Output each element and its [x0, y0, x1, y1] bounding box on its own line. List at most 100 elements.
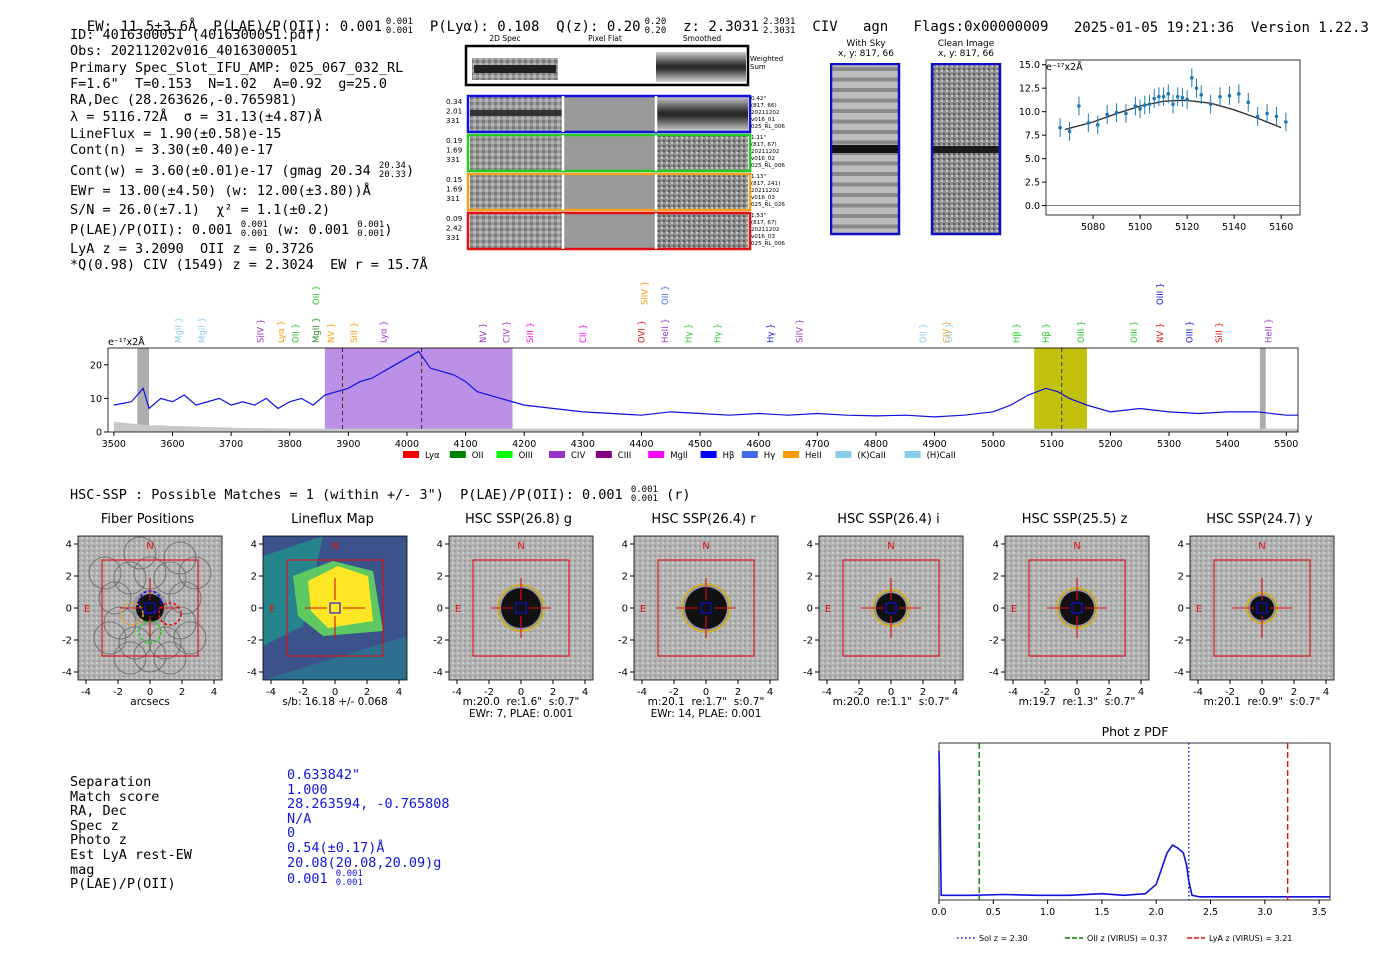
emission-line-label: MgII } — [198, 317, 208, 343]
photz-xtick-label: 2.5 — [1203, 907, 1218, 918]
spectrum-legend-label: Lyα — [425, 451, 440, 461]
east-label: E — [1196, 604, 1202, 615]
center-box — [329, 602, 341, 614]
panel-ytick-label: -4 — [803, 668, 813, 679]
emission-line-label: OII } — [312, 285, 322, 305]
zoom-data-point — [1190, 76, 1194, 80]
search-box — [842, 559, 940, 657]
panel-ytick-label: 0 — [807, 604, 813, 615]
spectrum-xtick-label: 5000 — [981, 439, 1005, 450]
match-label-separation: Separation — [70, 774, 152, 790]
header-bar: EW: 11.5±3.6Å P(LAE)/P(OII): 0.001 0.001 0… — [70, 2, 1049, 36]
panel-ytick-label: 2 — [66, 572, 72, 583]
panel-xtick-label: -4 — [81, 687, 91, 698]
meta-radec: RA,Dec (28.263626,-0.765981) — [70, 92, 298, 109]
zoom-ytick-label: 10.0 — [1019, 107, 1040, 118]
source-core — [1060, 591, 1094, 625]
spectrum-noise — [113, 421, 1299, 432]
emission-line-label: NV } — [1156, 323, 1166, 343]
zoom-data-point — [1194, 86, 1199, 90]
center-box — [885, 602, 897, 614]
zoom-data-point — [1142, 103, 1147, 107]
detection-metadata: ID: 4016300051 (4016300051.pdf) Obs: 202… — [70, 27, 428, 274]
zoom-ytick-label: 0.0 — [1025, 201, 1040, 212]
sky-cutouts — [830, 63, 1002, 236]
meta-plae-b-sup: 0.001 — [357, 219, 385, 230]
image-panel: Fiber Positions N E -4 -4 -2 -2 0 0 2 2 4 4 arcsecs — [50, 512, 223, 727]
spectrum-legend-label: HeII — [805, 451, 822, 461]
emission-line-label: SiII } — [350, 322, 360, 343]
image-panel: Lineflux Map N E -4 -4 -2 -2 0 0 2 2 4 4 s/b: 16.18 +… — [235, 512, 408, 727]
spectrum-legend-label: CIV — [571, 451, 585, 461]
photz-pdf-chart: Phot z PDF 0.0 0.5 1.0 1.5 2.0 2.5 3.0 3.5 Sol z… — [931, 724, 1331, 943]
panel-xtick-label: 4 — [767, 687, 773, 698]
image-panel: HSC SSP(24.7) y N E -4 -4 -2 -2 0 0 2 2 4 4 m:20.1 re… — [1162, 512, 1335, 727]
spectrum-legend-label: CIII — [618, 451, 631, 461]
image-panel: HSC SSP(25.5) z N E -4 -4 -2 -2 0 0 2 2 4 4 m:19.7 re… — [977, 512, 1150, 727]
panel-ytick-label: 0 — [622, 604, 628, 615]
panel-xtick-label: -4 — [266, 687, 276, 698]
panel-ytick-label: -4 — [247, 668, 257, 679]
spectrum-legend-swatch — [835, 451, 852, 458]
panel-xtick-label: 0 — [1259, 687, 1265, 698]
zoom-data-point — [1105, 112, 1109, 117]
emission-line-label: CIV } — [503, 321, 513, 343]
cutout-row-frame — [466, 133, 752, 173]
match-label-specz: Spec z — [70, 817, 119, 834]
east-label: E — [825, 604, 831, 615]
spectrum-xtick-label: 4400 — [629, 439, 653, 450]
zoom-xtick-label: 5140 — [1222, 222, 1246, 233]
spectrum-legend-label: (K)CaII — [857, 451, 885, 461]
panel-ytick-label: -4 — [618, 668, 628, 679]
cutout-col-2dspec: 2D Spec — [489, 34, 520, 43]
match-value-plae-row: 0.001 0.001 0.001 — [287, 870, 450, 888]
meta-lambda: λ = 5116.72Å σ = 31.13(±4.87)Å — [70, 109, 322, 126]
image-panel-caption: s/b: 16.18 +/- 0.068 — [263, 696, 407, 708]
fiber-circle — [113, 641, 147, 675]
image-panel-plot: N E -4 -4 -2 -2 0 0 2 2 4 4 — [62, 535, 223, 698]
panel-xtick-label: -2 — [298, 687, 308, 698]
panel-ytick-label: 4 — [251, 540, 257, 551]
weighted-sum-label: Weighted Sum — [750, 55, 783, 71]
photz-title: Phot z PDF — [1102, 724, 1169, 739]
zoom-data-point — [1152, 96, 1156, 101]
image-panel-plot: N E -4 -4 -2 -2 0 0 2 2 4 4 — [803, 535, 964, 698]
header-right: 2025-01-05 19:21:36 Version 1.22.3 — [1057, 4, 1369, 36]
header-qz-sub: 0.20 — [644, 26, 667, 36]
header-civ: CIV — [812, 19, 838, 35]
panel-ytick-label: -4 — [989, 668, 999, 679]
cutout-col-pixelflat: Pixel Flat — [588, 34, 622, 43]
match-label-mag: mag — [70, 861, 95, 878]
meta-primary: Primary Spec_Slot_IFU_AMP: 025_067_032_R… — [70, 59, 404, 76]
spectrum-axes-frame — [107, 347, 1299, 433]
fiber-circle — [153, 641, 187, 675]
cutout-row: 0.09 2.42 331 1.53" (817, 67) 20211202 v016_03… — [446, 211, 785, 251]
match-plae-sub: 0.001 — [335, 878, 363, 889]
panel-xtick-label: -2 — [484, 687, 494, 698]
spectrum-legend-label: (H)CaII — [927, 451, 956, 461]
spectrum-legend-label: Hγ — [764, 451, 775, 461]
panel-ytick-label: 0 — [66, 604, 72, 615]
emission-line-label: OIII } — [1156, 283, 1166, 305]
clean-image-label: Clean Image — [937, 39, 995, 49]
spectrum-legend-swatch — [595, 451, 612, 458]
spectrum-xtick-label: 5500 — [1274, 439, 1298, 450]
cutout-row: 0.15 1.69 311 1.13" (817, 241) 20211202 v016_0… — [446, 172, 785, 212]
emission-line-label: Hγ } — [684, 323, 694, 343]
cutout-row: 0.34 2.01 331 0.42" (817, 66) 20211202 v016_01… — [446, 94, 785, 134]
image-panel-title: HSC SSP(24.7) y — [1206, 512, 1313, 527]
match-value-mag: 20.08(20.08,20.09)g — [287, 854, 442, 871]
image-panel-plot: N E -4 -4 -2 -2 0 0 2 2 4 4 — [433, 535, 594, 698]
spectrum-line — [113, 350, 1298, 418]
with-sky-title: With Sky x, y: 817, 66 — [830, 39, 902, 59]
match-label-plae: P(LAE)/P(OII) — [70, 876, 176, 893]
meta-plae-a: P(LAE)/P(OII): 0.001 — [70, 221, 233, 238]
spectrum-xtick-label: 3600 — [160, 439, 184, 450]
panel-xtick-label: 0 — [147, 687, 153, 698]
zoom-data-point — [1161, 94, 1166, 99]
emission-line-label: OII } — [661, 285, 671, 305]
panel-ytick-label: 0 — [251, 604, 257, 615]
panel-xtick-label: -4 — [1008, 687, 1018, 698]
panel-ytick-label: 4 — [993, 540, 999, 551]
header-qz-sup: 0.20 — [644, 17, 667, 27]
